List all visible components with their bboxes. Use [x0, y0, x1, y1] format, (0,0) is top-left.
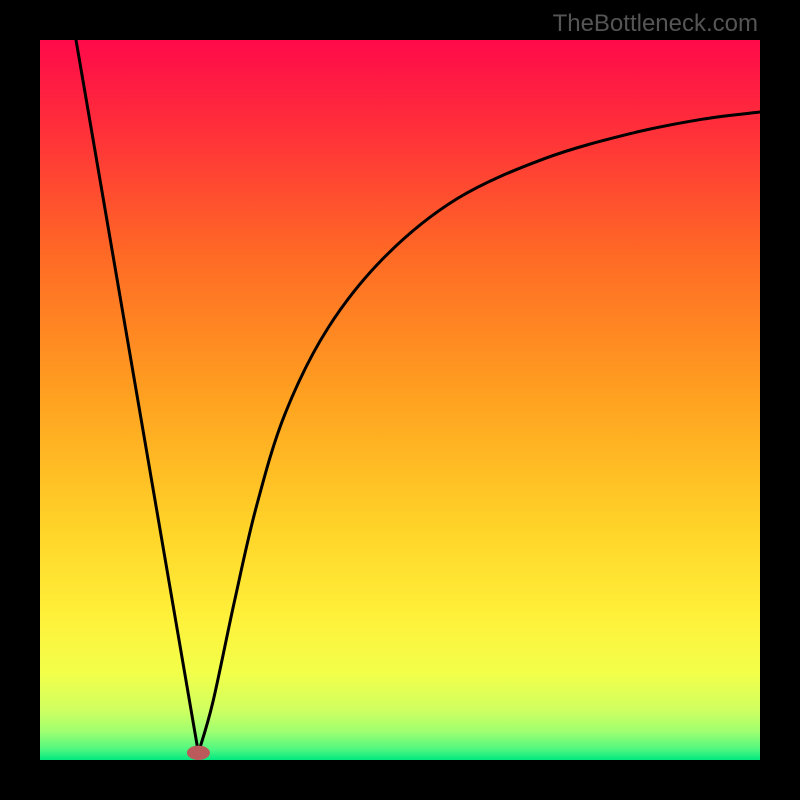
plot-area: [40, 40, 760, 760]
bottleneck-curve: [76, 40, 760, 753]
watermark-text: TheBottleneck.com: [553, 10, 758, 38]
chart-container: TheBottleneck.com: [0, 0, 800, 800]
minimum-marker: [187, 746, 210, 760]
curve-layer: [40, 40, 760, 760]
